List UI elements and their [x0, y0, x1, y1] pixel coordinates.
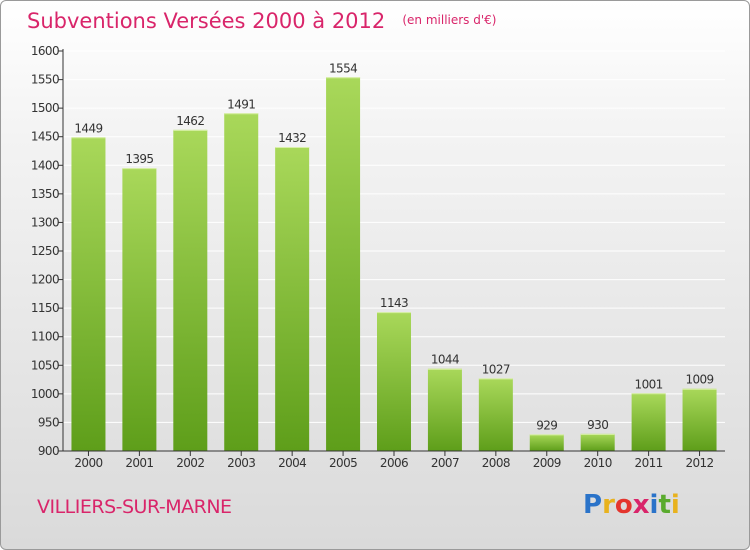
data-label: 1462: [176, 114, 204, 128]
logo-letter: t: [658, 490, 671, 520]
title-row: Subventions Versées 2000 à 2012 (en mill…: [27, 9, 496, 33]
bar: [275, 147, 310, 451]
data-label: 1027: [482, 362, 510, 376]
bar: [631, 393, 666, 451]
y-tick-label: 1250: [31, 244, 59, 258]
data-label: 1491: [227, 97, 255, 111]
data-label: 1395: [125, 152, 153, 166]
x-tick-label: 2011: [635, 456, 663, 470]
x-tick-label: 2006: [380, 456, 408, 470]
logo-letter: P: [583, 490, 603, 520]
x-tick-label: 2005: [329, 456, 357, 470]
x-tick-label: 2004: [278, 456, 306, 470]
x-tick-label: 2000: [74, 456, 102, 470]
bar: [224, 113, 259, 452]
logo-letter: i: [670, 490, 680, 520]
bar: [173, 129, 208, 451]
bar: [377, 312, 411, 451]
proxiti-logo: Proxiti: [583, 490, 680, 520]
bar: [529, 434, 564, 451]
y-tick-label: 1050: [31, 358, 59, 372]
axes: 900 950 1000 1050 1100 1150 1200 1250 1300 1350 14…: [31, 44, 725, 470]
logo-letter: x: [632, 490, 650, 520]
bars: [71, 77, 717, 452]
bar: [580, 433, 615, 451]
x-tick-label: 2009: [533, 456, 561, 470]
y-tick-label: 1400: [31, 158, 59, 172]
y-tick-label: 900: [38, 444, 59, 458]
data-label: 1001: [635, 377, 663, 391]
chart-subtitle: (en milliers d'€): [402, 13, 497, 27]
data-labels: 1449 1395 1462 1491 1432 1554 1143 1044 1027 929 9…: [74, 61, 714, 432]
bar: [326, 77, 361, 452]
bar: [122, 168, 157, 451]
data-label: 1009: [685, 373, 713, 387]
y-tick-label: 1150: [31, 301, 59, 315]
bar: [71, 137, 106, 452]
bar: [427, 368, 462, 451]
x-tick-label: 2002: [176, 456, 204, 470]
x-tick-label: 2010: [584, 456, 612, 470]
y-tick-label: 1300: [31, 215, 59, 229]
x-tick-label: 2003: [227, 456, 255, 470]
data-label: 1449: [74, 121, 102, 135]
y-tick-label: 1600: [31, 44, 59, 58]
bar: [682, 388, 717, 451]
x-tick-label: 2008: [482, 456, 510, 470]
y-tick-label: 1350: [31, 187, 59, 201]
commune-name: VILLIERS-SUR-MARNE: [37, 496, 232, 518]
bar: [478, 378, 513, 451]
y-tick-label: 1200: [31, 273, 59, 287]
y-tick-label: 1500: [31, 101, 59, 115]
logo-letter: i: [649, 490, 659, 520]
x-tick-label: 2012: [685, 456, 713, 470]
data-label: 1432: [278, 131, 306, 145]
y-tick-label: 1550: [31, 73, 59, 87]
x-tick-label: 2001: [125, 456, 153, 470]
x-tick-label: 2007: [431, 456, 459, 470]
y-tick-label: 1450: [31, 130, 59, 144]
data-label: 1554: [329, 61, 357, 75]
y-tick-label: 1000: [31, 387, 59, 401]
data-label: 1044: [431, 353, 459, 367]
y-tick-label: 950: [38, 415, 59, 429]
logo-letter: r: [602, 490, 615, 520]
chart-title: Subventions Versées 2000 à 2012: [27, 9, 386, 33]
data-label: 930: [587, 418, 608, 432]
logo-letter: o: [614, 490, 633, 520]
y-tick-label: 1100: [31, 330, 59, 344]
data-label: 929: [536, 418, 557, 432]
data-label: 1143: [380, 296, 408, 310]
